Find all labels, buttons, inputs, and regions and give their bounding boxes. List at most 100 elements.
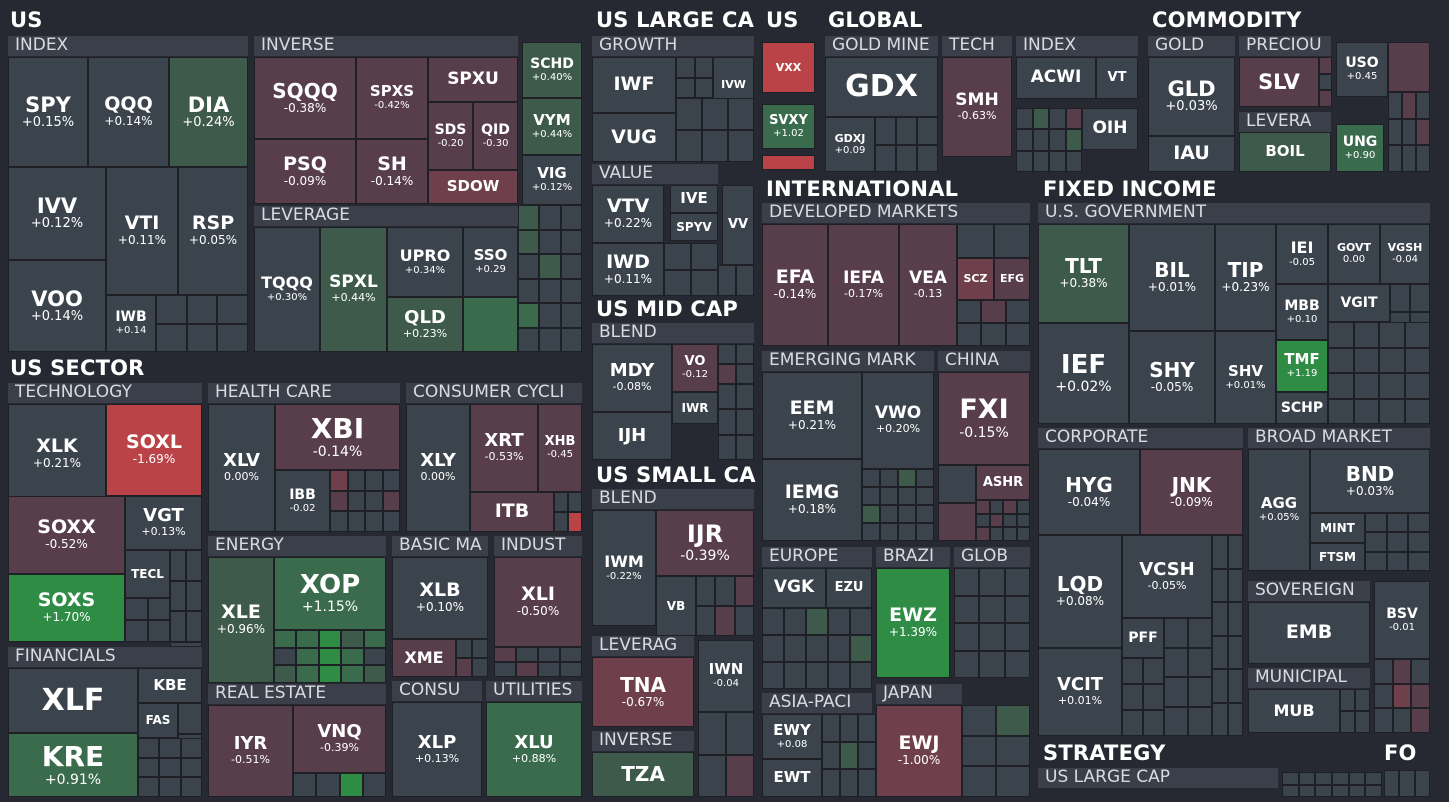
tile-tlt[interactable]: TLT +0.38%	[1038, 224, 1129, 323]
minor-tile[interactable]	[318, 647, 342, 666]
minor-tile[interactable]	[858, 741, 876, 770]
minor-tile[interactable]	[880, 523, 898, 541]
tile-vcsh[interactable]: VCSH -0.05%	[1122, 535, 1212, 618]
minor-tile[interactable]	[726, 712, 754, 755]
minor-tile[interactable]	[822, 741, 840, 770]
minor-tile[interactable]	[1227, 568, 1243, 602]
minor-tile[interactable]	[318, 665, 342, 683]
minor-tile[interactable]	[539, 229, 561, 254]
tile-sds[interactable]: SDS -0.20	[428, 102, 473, 170]
minor-tile[interactable]	[1353, 398, 1379, 424]
minor-tile[interactable]	[538, 647, 560, 662]
minor-tile[interactable]	[696, 576, 716, 606]
minor-tile[interactable]	[539, 303, 561, 328]
tile-ftsm[interactable]: FTSM	[1310, 543, 1365, 571]
minor-tile[interactable]	[694, 57, 713, 78]
minor-tile[interactable]	[494, 662, 516, 677]
minor-tile[interactable]	[1049, 129, 1066, 151]
minor-tile[interactable]	[494, 647, 516, 662]
minor-tile[interactable]	[341, 647, 364, 666]
minor-tile[interactable]	[1388, 92, 1402, 119]
minor-tile[interactable]	[382, 470, 400, 491]
minor-tile[interactable]	[1032, 108, 1049, 130]
minor-tile[interactable]	[1388, 42, 1430, 92]
minor-tile[interactable]	[862, 523, 880, 541]
minor-tile[interactable]	[518, 327, 540, 352]
minor-tile[interactable]	[784, 662, 806, 689]
minor-tile[interactable]	[1388, 145, 1402, 172]
minor-tile[interactable]	[554, 512, 568, 532]
tile-tip[interactable]: TIP +0.23%	[1215, 224, 1276, 331]
minor-tile[interactable]	[560, 254, 582, 279]
minor-tile[interactable]	[1004, 595, 1030, 623]
tile-ivv[interactable]: IVV +0.12%	[8, 167, 106, 260]
minor-tile[interactable]	[159, 757, 181, 778]
minor-tile[interactable]	[1374, 659, 1393, 684]
tile-kbe[interactable]: KBE	[138, 668, 202, 703]
minor-tile[interactable]	[217, 295, 248, 324]
minor-tile[interactable]	[875, 117, 896, 145]
minor-tile[interactable]	[996, 735, 1030, 767]
minor-tile[interactable]	[472, 639, 488, 658]
tile-xme[interactable]: XME	[392, 639, 456, 677]
minor-tile[interactable]	[1408, 551, 1430, 571]
minor-tile[interactable]	[957, 300, 982, 323]
minor-tile[interactable]	[976, 527, 990, 541]
minor-tile[interactable]	[728, 98, 754, 130]
minor-tile[interactable]	[170, 580, 186, 612]
minor-tile[interactable]	[560, 205, 582, 230]
minor-tile[interactable]	[1388, 118, 1402, 146]
minor-tile[interactable]	[1003, 513, 1017, 528]
tile-spxs[interactable]: SPXS -0.42%	[356, 57, 428, 139]
minor-tile[interactable]	[806, 608, 828, 635]
minor-tile[interactable]	[1319, 73, 1332, 91]
minor-tile[interactable]	[1016, 513, 1030, 528]
minor-tile[interactable]	[1122, 684, 1143, 710]
minor-tile[interactable]	[274, 647, 297, 666]
minor-tile[interactable]	[341, 630, 364, 648]
minor-tile[interactable]	[1188, 647, 1212, 677]
minor-tile[interactable]	[954, 568, 980, 596]
minor-tile[interactable]	[898, 487, 916, 505]
minor-tile[interactable]	[347, 511, 365, 532]
minor-tile[interactable]	[736, 384, 754, 410]
tile-vb[interactable]: VB	[656, 576, 696, 636]
minor-tile[interactable]	[981, 300, 1006, 323]
tile-mbb[interactable]: MBB +0.10	[1276, 284, 1328, 340]
tile-iwr[interactable]: IWR	[672, 392, 718, 424]
minor-tile[interactable]	[862, 487, 880, 505]
minor-tile[interactable]	[698, 754, 726, 797]
minor-tile[interactable]	[1016, 150, 1033, 172]
minor-tile[interactable]	[828, 608, 850, 635]
minor-tile[interactable]	[938, 465, 976, 503]
minor-tile[interactable]	[1212, 702, 1228, 736]
minor-tile[interactable]	[363, 665, 386, 683]
minor-tile[interactable]	[1353, 373, 1379, 399]
tile-tmf[interactable]: TMF +1.19	[1276, 340, 1328, 392]
minor-tile[interactable]	[138, 777, 160, 797]
minor-tile[interactable]	[156, 295, 187, 324]
minor-tile[interactable]	[1411, 659, 1430, 684]
minor-tile[interactable]	[518, 254, 540, 279]
minor-tile[interactable]	[560, 327, 582, 352]
tile-bil[interactable]: BIL +0.01%	[1129, 224, 1215, 331]
minor-tile[interactable]	[696, 606, 716, 636]
tile-gld[interactable]: GLD +0.03%	[1148, 57, 1235, 136]
tile-vea[interactable]: VEA -0.13	[899, 224, 957, 346]
minor-tile[interactable]	[676, 57, 695, 78]
minor-tile[interactable]	[728, 130, 754, 162]
minor-tile[interactable]	[518, 303, 540, 328]
minor-tile[interactable]	[560, 662, 582, 677]
tile-ewj[interactable]: EWJ -1.00%	[876, 705, 962, 797]
tile-svxy[interactable]: SVXY +1.02	[762, 104, 815, 149]
tile-rsp[interactable]: RSP +0.05%	[178, 167, 248, 295]
tile-oih[interactable]: OIH	[1082, 108, 1138, 150]
tile-ibb[interactable]: IBB -0.02	[275, 470, 330, 532]
minor-tile[interactable]	[1003, 500, 1017, 514]
minor-tile[interactable]	[962, 705, 996, 736]
minor-tile[interactable]	[456, 639, 472, 658]
tile-spxl[interactable]: SPXL +0.44%	[320, 227, 387, 352]
minor-tile[interactable]	[1004, 623, 1030, 651]
minor-tile[interactable]	[1340, 689, 1355, 711]
minor-tile[interactable]	[664, 243, 691, 270]
